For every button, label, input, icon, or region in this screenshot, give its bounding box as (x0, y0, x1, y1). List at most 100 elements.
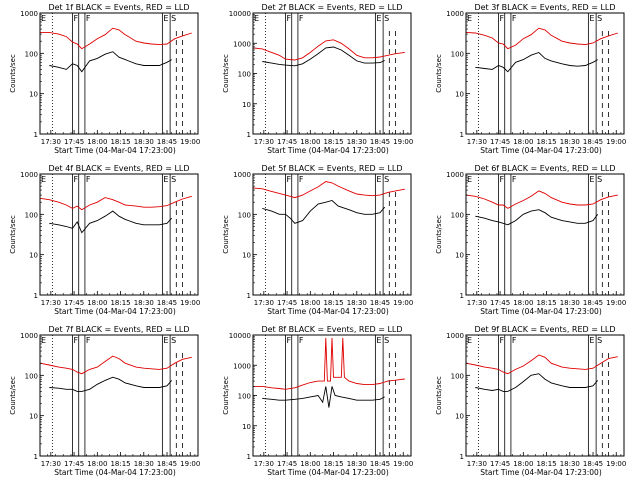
flag-label: E (589, 336, 594, 345)
y-tick-label: 1000 (446, 332, 464, 340)
flag-label: E (376, 14, 381, 23)
y-axis-label: Counts/sec (435, 215, 443, 254)
y-tick-label: 100 (25, 50, 38, 58)
plot-frame (252, 173, 412, 296)
flag-label: E (467, 14, 472, 23)
flag-label: E (467, 175, 472, 184)
lld-rate-line (465, 190, 618, 209)
chart-title: Det 3f BLACK = Events, RED = LLD (474, 3, 615, 12)
y-tick-label: 10 (455, 91, 464, 99)
x-axis-label: Start Time (04-Mar-04 17:23:00) (54, 468, 176, 477)
flag-label: F (500, 14, 505, 23)
x-tick-label: 19:00 (180, 460, 200, 468)
x-tick-label: 17:30 (467, 299, 487, 307)
x-tick-label: 18:45 (157, 460, 177, 468)
y-tick-label: 100 (238, 71, 251, 79)
y-tick-label: 10 (29, 252, 38, 260)
plot-frame (39, 173, 199, 296)
y-tick-label: 100 (238, 211, 251, 219)
chart-panel-8f: Det 8f BLACK = Events, RED = LLD F F E S 1 10 1… (222, 325, 413, 477)
y-tick-label: 1000 (20, 10, 38, 18)
flag-label: E (589, 175, 594, 184)
y-tick-label: 10 (242, 252, 251, 260)
x-tick-label: 19:00 (606, 299, 626, 307)
flag-label: S (171, 336, 176, 345)
y-tick-label: 100 (451, 211, 464, 219)
x-tick-label: 18:30 (560, 460, 580, 468)
x-axis-label: Start Time (04-Mar-04 17:23:00) (480, 468, 602, 477)
x-axis-label: Start Time (04-Mar-04 17:23:00) (267, 468, 389, 477)
x-axis-label: Start Time (04-Mar-04 17:23:00) (267, 307, 389, 316)
lld-rate-line (465, 27, 618, 50)
flag-label: F (74, 175, 79, 184)
y-tick-label: 10 (29, 413, 38, 421)
y-tick-label: 1000 (233, 362, 251, 370)
x-tick-label: 18:30 (560, 299, 580, 307)
x-tick-label: 18:45 (370, 299, 390, 307)
x-tick-label: 18:30 (347, 299, 367, 307)
x-tick-label: 18:15 (110, 460, 130, 468)
events-rate-line (262, 46, 385, 67)
x-tick-label: 18:45 (583, 138, 603, 146)
x-tick-label: 18:45 (157, 138, 177, 146)
y-axis-label: Counts/sec (435, 376, 443, 415)
y-tick-label: 1 (247, 292, 251, 300)
flag-label: S (384, 14, 389, 23)
flag-label: E (41, 336, 46, 345)
chart-title: Det 4f BLACK = Events, RED = LLD (48, 164, 189, 173)
y-tick-label: 10 (242, 101, 251, 109)
flag-label: F (287, 336, 292, 345)
chart-title: Det 6f BLACK = Events, RED = LLD (474, 164, 615, 173)
flag-label: F (74, 336, 79, 345)
x-tick-label: 18:15 (323, 138, 343, 146)
x-tick-label: 17:30 (41, 138, 61, 146)
chart-title: Det 2f BLACK = Events, RED = LLD (261, 3, 402, 12)
x-tick-label: 17:45 (490, 299, 510, 307)
events-rate-line (49, 210, 173, 234)
flag-label: S (171, 175, 176, 184)
x-tick-label: 18:00 (300, 299, 320, 307)
flag-label: F (299, 175, 304, 184)
chart-panel-5f: Det 5f BLACK = Events, RED = LLD F F E S 1 10 1… (222, 164, 413, 316)
y-tick-label: 1000 (233, 171, 251, 179)
y-tick-label: 1 (460, 453, 464, 461)
flag-label: E (376, 175, 381, 184)
flag-label: E (163, 14, 168, 23)
flag-label: E (41, 14, 46, 23)
x-tick-label: 18:30 (134, 299, 154, 307)
x-tick-label: 19:00 (180, 299, 200, 307)
x-tick-label: 17:30 (41, 299, 61, 307)
x-axis-label: Start Time (04-Mar-04 17:23:00) (54, 307, 176, 316)
x-tick-label: 18:15 (536, 138, 556, 146)
y-tick-label: 1 (247, 453, 251, 461)
flag-label: E (467, 336, 472, 345)
flag-label: F (86, 175, 91, 184)
y-axis-label: Counts/sec (9, 215, 17, 254)
x-tick-label: 17:30 (254, 299, 274, 307)
y-tick-label: 10000 (229, 332, 251, 340)
flag-label: S (384, 336, 389, 345)
y-tick-label: 1 (34, 131, 38, 139)
x-axis-label: Start Time (04-Mar-04 17:23:00) (480, 307, 602, 316)
x-tick-label: 18:30 (347, 460, 367, 468)
x-tick-label: 18:00 (300, 138, 320, 146)
x-tick-label: 17:45 (277, 299, 297, 307)
flag-label: F (512, 175, 517, 184)
flag-label: F (500, 336, 505, 345)
x-tick-label: 18:45 (370, 460, 390, 468)
events-rate-line (475, 51, 598, 73)
flag-label: S (384, 175, 389, 184)
x-tick-label: 17:30 (41, 460, 61, 468)
y-tick-label: 100 (25, 372, 38, 380)
y-tick-label: 1 (460, 131, 464, 139)
x-tick-label: 18:00 (513, 460, 533, 468)
chart-title: Det 7f BLACK = Events, RED = LLD (48, 325, 189, 334)
lld-rate-line (40, 27, 192, 50)
x-tick-label: 17:45 (64, 138, 84, 146)
